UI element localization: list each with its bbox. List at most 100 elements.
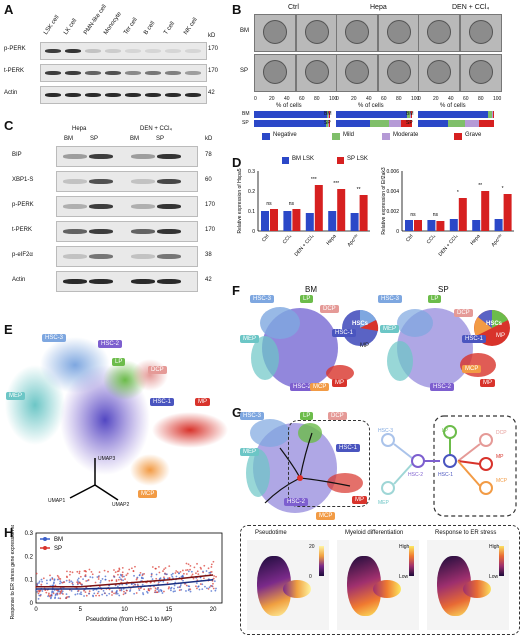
h-point-93 xyxy=(171,575,174,578)
h-point-425 xyxy=(156,588,159,591)
h-point-411 xyxy=(181,575,184,578)
a-band-1-6 xyxy=(165,71,181,75)
a-lane-label-1: LK cell xyxy=(63,17,79,36)
h-point-22 xyxy=(78,572,81,575)
h-point-463 xyxy=(38,580,41,583)
b-tick-1-0: 0 xyxy=(336,96,339,102)
b-bar-seg-1-0 xyxy=(254,120,327,127)
h-point-407 xyxy=(82,578,84,581)
h-point-368 xyxy=(147,588,150,590)
b-bar-seg-4-1 xyxy=(487,111,492,118)
c-kd-4: 38 xyxy=(205,252,212,258)
h-point-0 xyxy=(124,578,126,581)
c-band-2-3 xyxy=(157,204,181,209)
h-point-55 xyxy=(76,579,79,581)
g-sub-plot-1: High Low xyxy=(337,540,419,630)
c-band-3-2 xyxy=(131,229,155,234)
g-sub-cloud2-0 xyxy=(283,580,311,598)
h-point-507 xyxy=(54,593,57,596)
h-point-375 xyxy=(201,588,204,591)
g-tag-lp: LP xyxy=(300,412,314,420)
a-band-0-2 xyxy=(85,49,101,53)
h-point-75 xyxy=(50,596,52,599)
h-point-85 xyxy=(195,582,198,585)
a-kd-0: 170 xyxy=(208,46,219,52)
h-point-510 xyxy=(59,592,61,595)
g-bottom-box: Pseudotime 20 0 Myeloid differentiation High… xyxy=(240,525,520,635)
h-point-503 xyxy=(121,583,124,586)
f-sp-tag-hsc-1: HSC-1 xyxy=(462,335,487,343)
g-sub-high-1: High xyxy=(399,544,410,550)
c-band-4-1 xyxy=(89,254,113,259)
b-em-1-0-a xyxy=(336,14,378,52)
d-cat-1-3: Hepa xyxy=(469,233,481,246)
e-tag-dcp: DCP xyxy=(148,366,167,374)
h-point-263 xyxy=(215,587,217,590)
b-bar-label-2: BM xyxy=(324,111,332,117)
h-point-303 xyxy=(59,580,62,583)
d-sig-0-1: ns xyxy=(289,201,295,207)
h-point-254 xyxy=(185,562,188,565)
h-point-117 xyxy=(198,588,201,591)
h-point-329 xyxy=(150,572,153,575)
g-sub-low-2: Low xyxy=(489,574,499,580)
h-point-89 xyxy=(150,575,153,578)
h-point-433 xyxy=(40,578,43,581)
b-bar-seg-5-0 xyxy=(418,120,449,127)
c-row-label-4: p-eIF2α xyxy=(12,252,33,258)
b-legend-swatch-2 xyxy=(382,133,390,140)
h-point-274 xyxy=(94,581,97,584)
h-point-366 xyxy=(77,589,80,592)
b-em-0-1-a xyxy=(254,54,296,92)
h-point-440 xyxy=(181,569,184,572)
d-ytick-0-2: 0.2 xyxy=(248,189,255,195)
h-point-110 xyxy=(197,573,200,576)
g-sub-colorbar-2 xyxy=(499,546,504,576)
h-point-480 xyxy=(122,593,125,596)
h-point-133 xyxy=(93,592,96,595)
a-row-label-1: t-PERK xyxy=(4,68,25,74)
h-point-198 xyxy=(176,571,179,573)
h-point-290 xyxy=(212,587,215,590)
h-point-243 xyxy=(58,590,61,593)
h-point-477 xyxy=(101,578,104,580)
b-bar-seg-0-2 xyxy=(328,111,330,118)
h-point-188 xyxy=(91,573,94,576)
d-ytick-0-0: 0 xyxy=(252,229,255,235)
b-tick-2-1: 20 xyxy=(433,96,439,102)
c-band-0-2 xyxy=(131,154,155,159)
h-point-283 xyxy=(70,580,73,583)
panel-label-g: G xyxy=(232,405,243,420)
h-point-505 xyxy=(68,595,71,598)
h-point-406 xyxy=(98,594,101,597)
h-trend-sp xyxy=(36,574,214,588)
a-band-2-3 xyxy=(105,93,121,97)
b-legend-swatch-3 xyxy=(454,133,462,140)
b-em-0-1-b xyxy=(296,54,338,92)
b-bar-seg-3-0 xyxy=(336,120,371,127)
d-bar-bm-0-4 xyxy=(350,213,359,231)
h-point-484 xyxy=(84,591,87,594)
h-point-447 xyxy=(101,593,104,596)
c-group-0: Hepa xyxy=(72,126,87,132)
h-point-103 xyxy=(41,590,44,592)
a-band-1-2 xyxy=(85,71,101,75)
h-point-228 xyxy=(59,597,62,600)
h-point-483 xyxy=(142,592,144,594)
c-kd-1: 60 xyxy=(205,177,212,183)
d-bar-sp-1-3 xyxy=(481,191,490,231)
h-point-49 xyxy=(141,583,144,586)
panel-b: Ctrl 0 20 40 60 80 100 % of cells Hepa 0 20 40 60 80 1… xyxy=(232,0,520,150)
h-point-229 xyxy=(170,573,173,576)
h-point-465 xyxy=(61,592,63,595)
h-point-464 xyxy=(200,567,202,570)
g-node-hsc-1: HSC-1 xyxy=(438,472,454,478)
e-axis-label-umap3: UMAP3 xyxy=(98,456,116,462)
b-legend-3: Grave xyxy=(465,132,482,138)
h-point-88 xyxy=(134,565,136,568)
d-ytick-0-1: 0.1 xyxy=(248,209,255,215)
h-point-479 xyxy=(197,585,200,588)
h-point-147 xyxy=(171,572,174,575)
c-band-3-3 xyxy=(157,229,181,234)
h-point-434 xyxy=(79,575,82,578)
